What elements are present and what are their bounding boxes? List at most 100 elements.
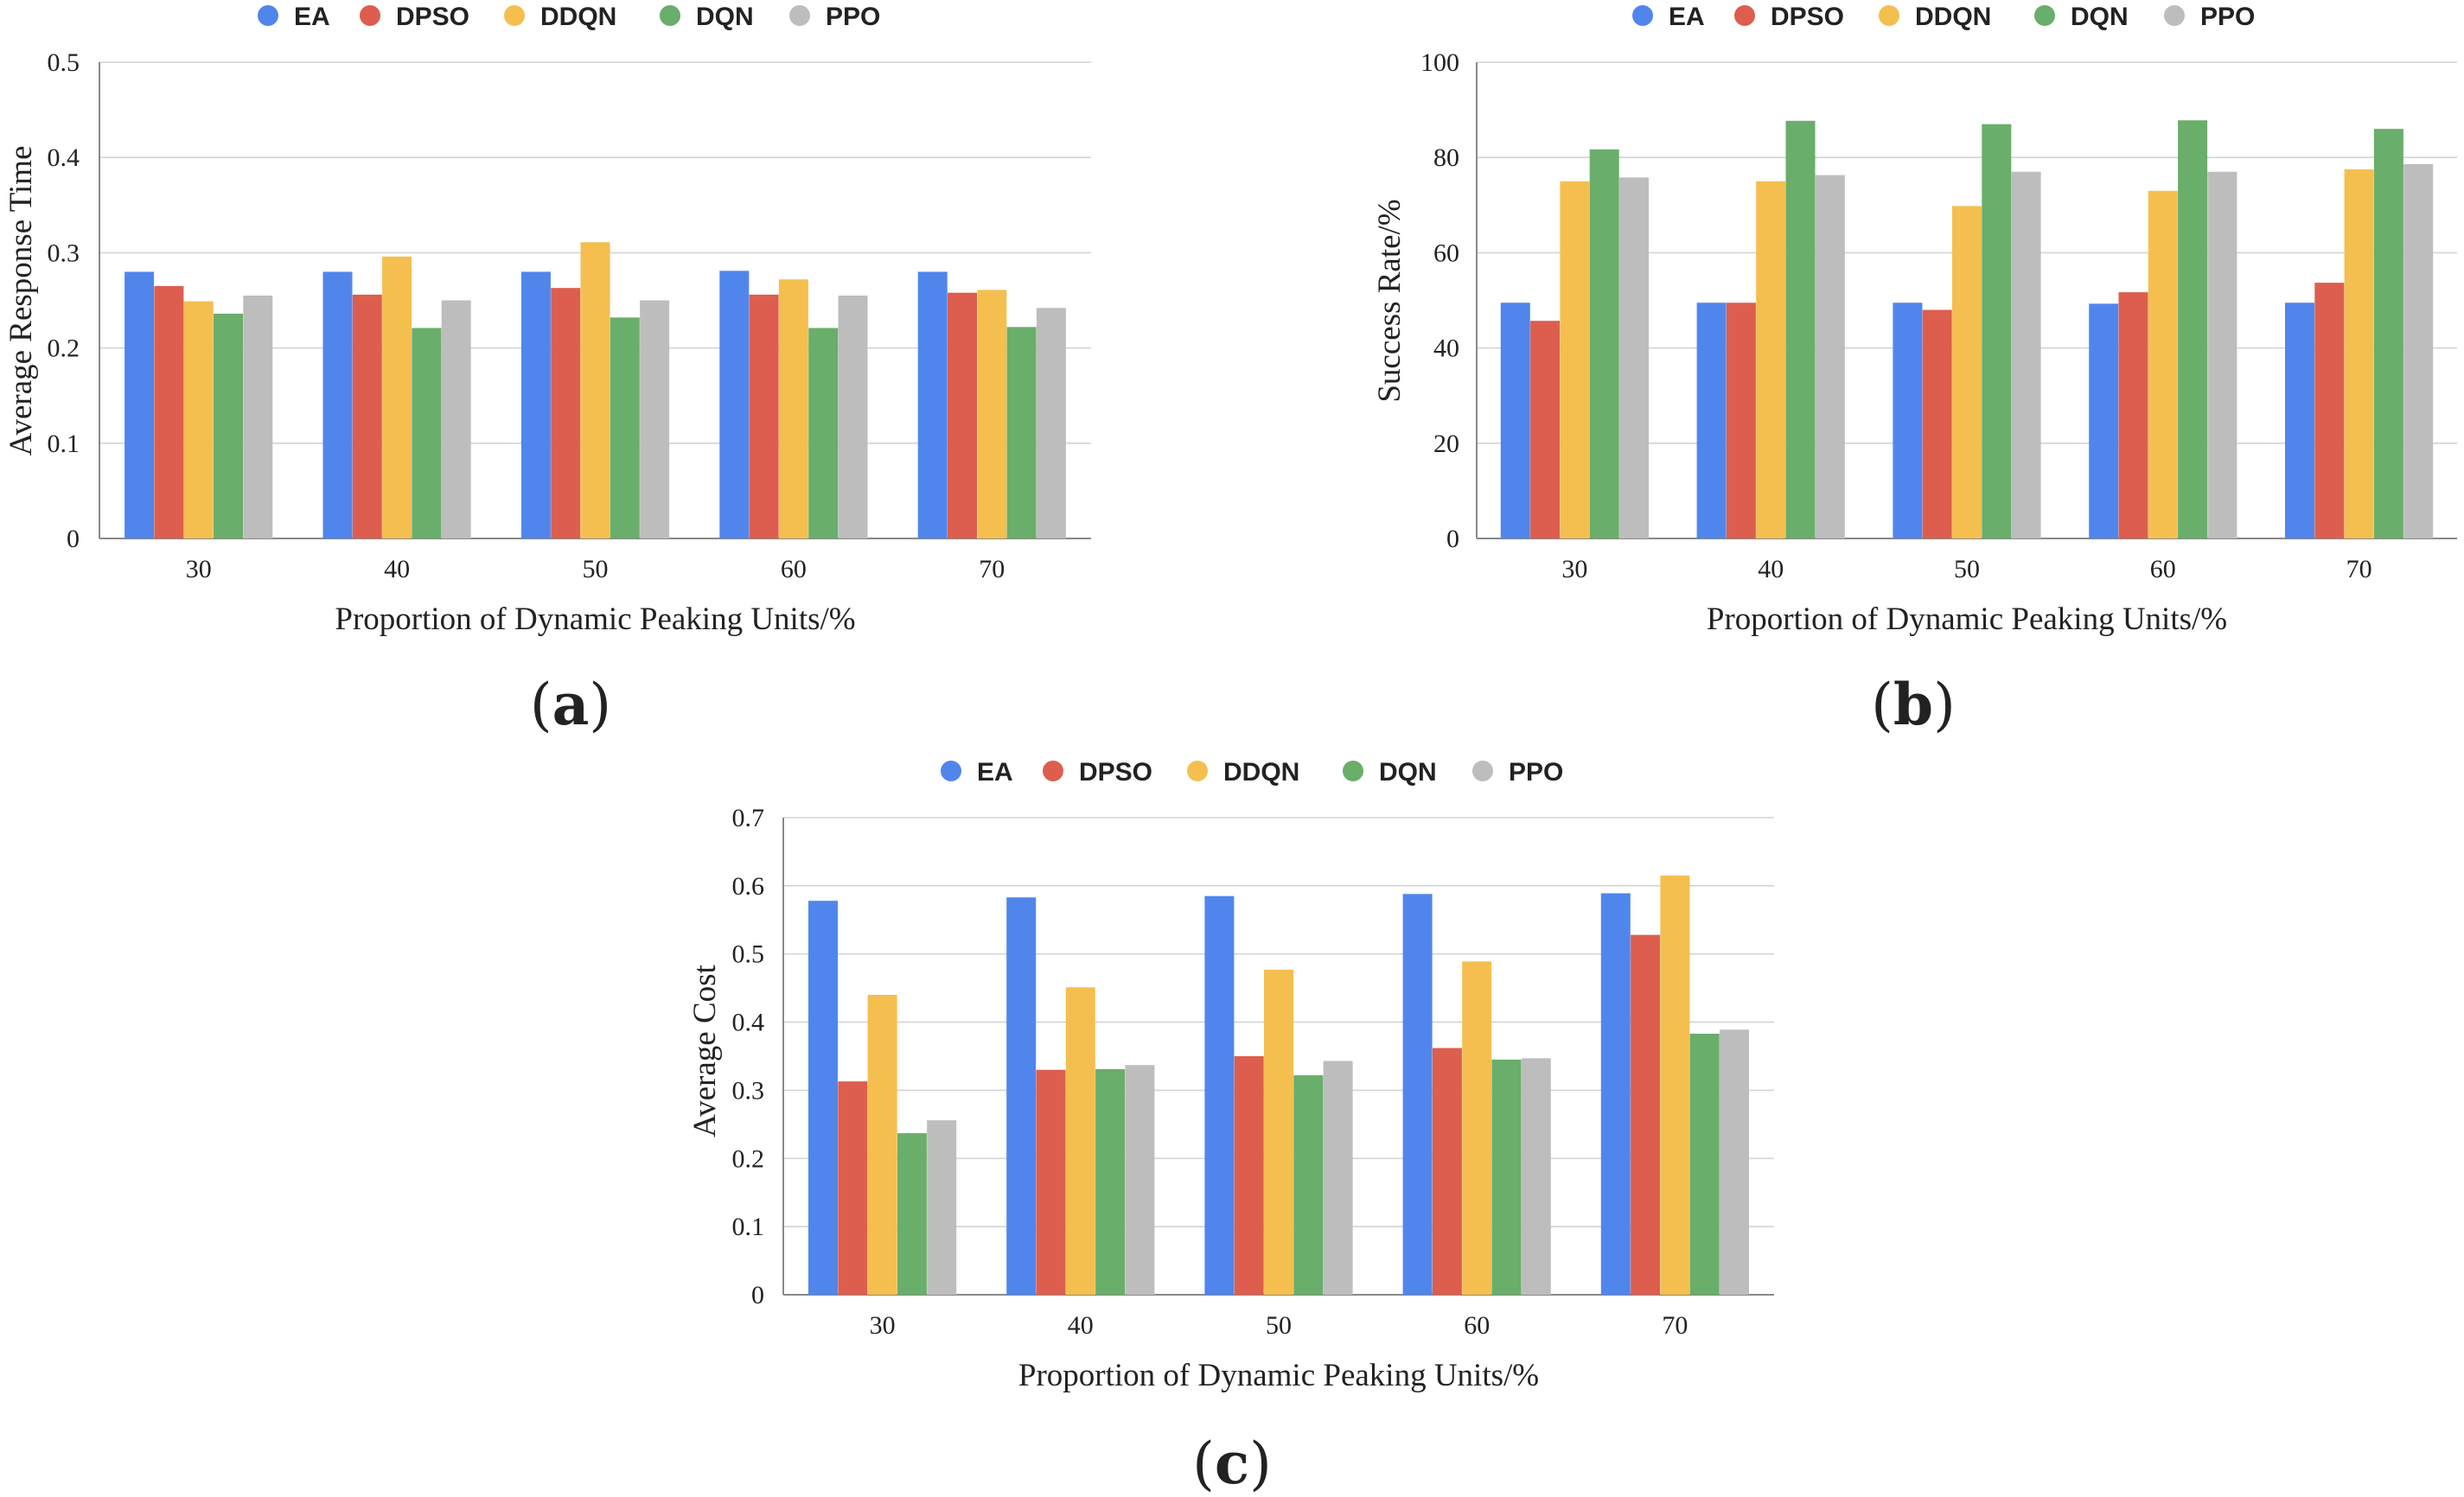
bar-ddqn-30 [183, 301, 214, 538]
bar-ea-70 [917, 271, 948, 538]
legend-marker-ppo [789, 5, 810, 26]
bar-dpso-40 [352, 294, 382, 538]
y-tick-label: 40 [1433, 334, 1459, 363]
legend-label-dqn: DQN [1379, 758, 1437, 787]
bar-dqn-70 [2373, 129, 2403, 538]
bar-ppo-60 [838, 295, 868, 538]
bar-dpso-30 [838, 1081, 868, 1295]
y-tick-label: 0.4 [732, 1009, 765, 1037]
bar-ddqn-30 [1560, 181, 1590, 538]
x-tick-label: 40 [1068, 1311, 1094, 1340]
x-tick-label: 50 [1954, 555, 1980, 583]
bar-dqn-50 [610, 317, 640, 538]
legend-marker-dqn [660, 5, 680, 26]
bar-ddqn-60 [1462, 961, 1492, 1295]
legend-marker-ea [1632, 5, 1653, 26]
bar-ppo-60 [1521, 1058, 1551, 1295]
legend-marker-ppo [2164, 5, 2185, 26]
bar-ea-50 [1893, 303, 1923, 538]
y-tick-label: 0 [751, 1281, 764, 1309]
bar-ea-30 [808, 901, 838, 1295]
y-tick-label: 80 [1433, 143, 1459, 172]
bar-ppo-70 [2403, 163, 2434, 538]
y-tick-label: 20 [1433, 430, 1459, 458]
y-tick-label: 0 [1446, 525, 1459, 553]
bar-ppo-70 [1036, 308, 1066, 538]
x-tick-label: 60 [2150, 555, 2176, 583]
chart-panel-2: 0 20 40 60 80 100 30 40 50 60 70 Proportion of Dyna… [1372, 3, 2457, 738]
y-tick-label: 0.2 [732, 1144, 765, 1173]
legend-marker-ddqn [1187, 761, 1208, 781]
bar-ppo-60 [2207, 171, 2237, 539]
bar-dpso-70 [1631, 934, 1661, 1295]
legend-label-dpso: DPSO [1079, 758, 1152, 787]
bar-ea-40 [1696, 303, 1727, 538]
bar-ddqn-60 [2148, 190, 2178, 538]
bar-dqn-50 [1982, 124, 2012, 538]
bar-ppo-40 [441, 300, 471, 538]
bar-dqn-60 [1491, 1059, 1522, 1295]
y-tick-label: 60 [1433, 239, 1459, 267]
panel-label: (a) [530, 671, 611, 738]
legend-label-dqn: DQN [2071, 3, 2129, 31]
bar-ea-30 [124, 271, 155, 538]
charts-layer: 0 0.1 0.2 0.3 0.4 0.5 30 40 50 60 70 Proportion of … [3, 3, 2457, 1497]
bar-dqn-70 [1689, 1033, 1720, 1295]
bar-dpso-70 [2314, 283, 2345, 538]
bar-ppo-50 [640, 300, 670, 538]
bar-ddqn-50 [580, 242, 610, 538]
bar-dpso-50 [1922, 309, 1952, 538]
y-tick-label: 0.2 [48, 334, 80, 363]
x-tick-label: 40 [384, 555, 410, 583]
bar-dqn-40 [1785, 120, 1816, 538]
x-tick-label: 70 [1662, 1311, 1688, 1340]
legend: EA DPSO DDQN DQN PPO [1632, 3, 2255, 31]
legend-marker-ddqn [1879, 5, 1899, 26]
x-tick-label: 50 [1266, 1311, 1292, 1340]
chart-panel-1: 0 0.1 0.2 0.3 0.4 0.5 30 40 50 60 70 Proportion of … [3, 3, 1091, 738]
y-tick-label: 0.5 [48, 48, 80, 77]
panel-label: (c) [1192, 1430, 1272, 1497]
bar-dpso-70 [948, 292, 977, 538]
bar-ddqn-40 [382, 256, 412, 538]
bar-ppo-50 [1323, 1061, 1353, 1295]
y-tick-label: 0.3 [732, 1076, 765, 1105]
bar-dpso-60 [749, 294, 779, 538]
bar-ddqn-50 [1952, 206, 1982, 538]
legend-label-ea: EA [294, 3, 330, 31]
bar-dpso-30 [154, 285, 184, 538]
x-tick-label: 70 [979, 555, 1005, 583]
y-tick-label: 0 [67, 525, 80, 553]
bar-ppo-50 [2011, 171, 2041, 539]
y-tick-label: 0.7 [732, 804, 765, 832]
x-tick-label: 60 [781, 555, 807, 583]
bar-dqn-30 [1589, 149, 1619, 538]
legend-label-dqn: DQN [696, 3, 754, 31]
bar-ppo-40 [1815, 175, 1845, 538]
bar-dpso-40 [1726, 303, 1756, 538]
y-tick-label: 100 [1420, 48, 1459, 77]
bar-ddqn-70 [977, 290, 1007, 538]
y-axis-label: Average Cost [687, 964, 723, 1137]
legend-marker-ppo [1472, 761, 1493, 781]
x-tick-label: 50 [583, 555, 609, 583]
legend-label-ppo: PPO [1509, 758, 1563, 787]
x-tick-label: 60 [1464, 1311, 1490, 1340]
x-axis-label: Proportion of Dynamic Peaking Units/% [335, 602, 855, 637]
legend-marker-dpso [1043, 761, 1063, 781]
panel-label: (b) [1871, 671, 1956, 738]
y-tick-label: 0.6 [732, 872, 765, 901]
bar-ea-70 [2285, 303, 2314, 538]
legend-label-ea: EA [1669, 3, 1705, 31]
bar-dpso-30 [1530, 321, 1561, 538]
bar-ddqn-40 [1065, 987, 1095, 1295]
legend-label-ppo: PPO [826, 3, 880, 31]
bar-ea-30 [1500, 303, 1530, 538]
bar-dqn-30 [214, 313, 243, 538]
y-tick-label: 0.1 [732, 1213, 765, 1241]
chart-panel-3: 0 0.1 0.2 0.3 0.4 0.5 0.6 0.7 30 40 50 60 70 Proporti… [687, 758, 1774, 1497]
bar-ppo-30 [243, 295, 273, 538]
bar-dqn-40 [1095, 1068, 1126, 1295]
bar-ddqn-30 [867, 995, 897, 1295]
bar-ea-60 [1402, 894, 1433, 1295]
